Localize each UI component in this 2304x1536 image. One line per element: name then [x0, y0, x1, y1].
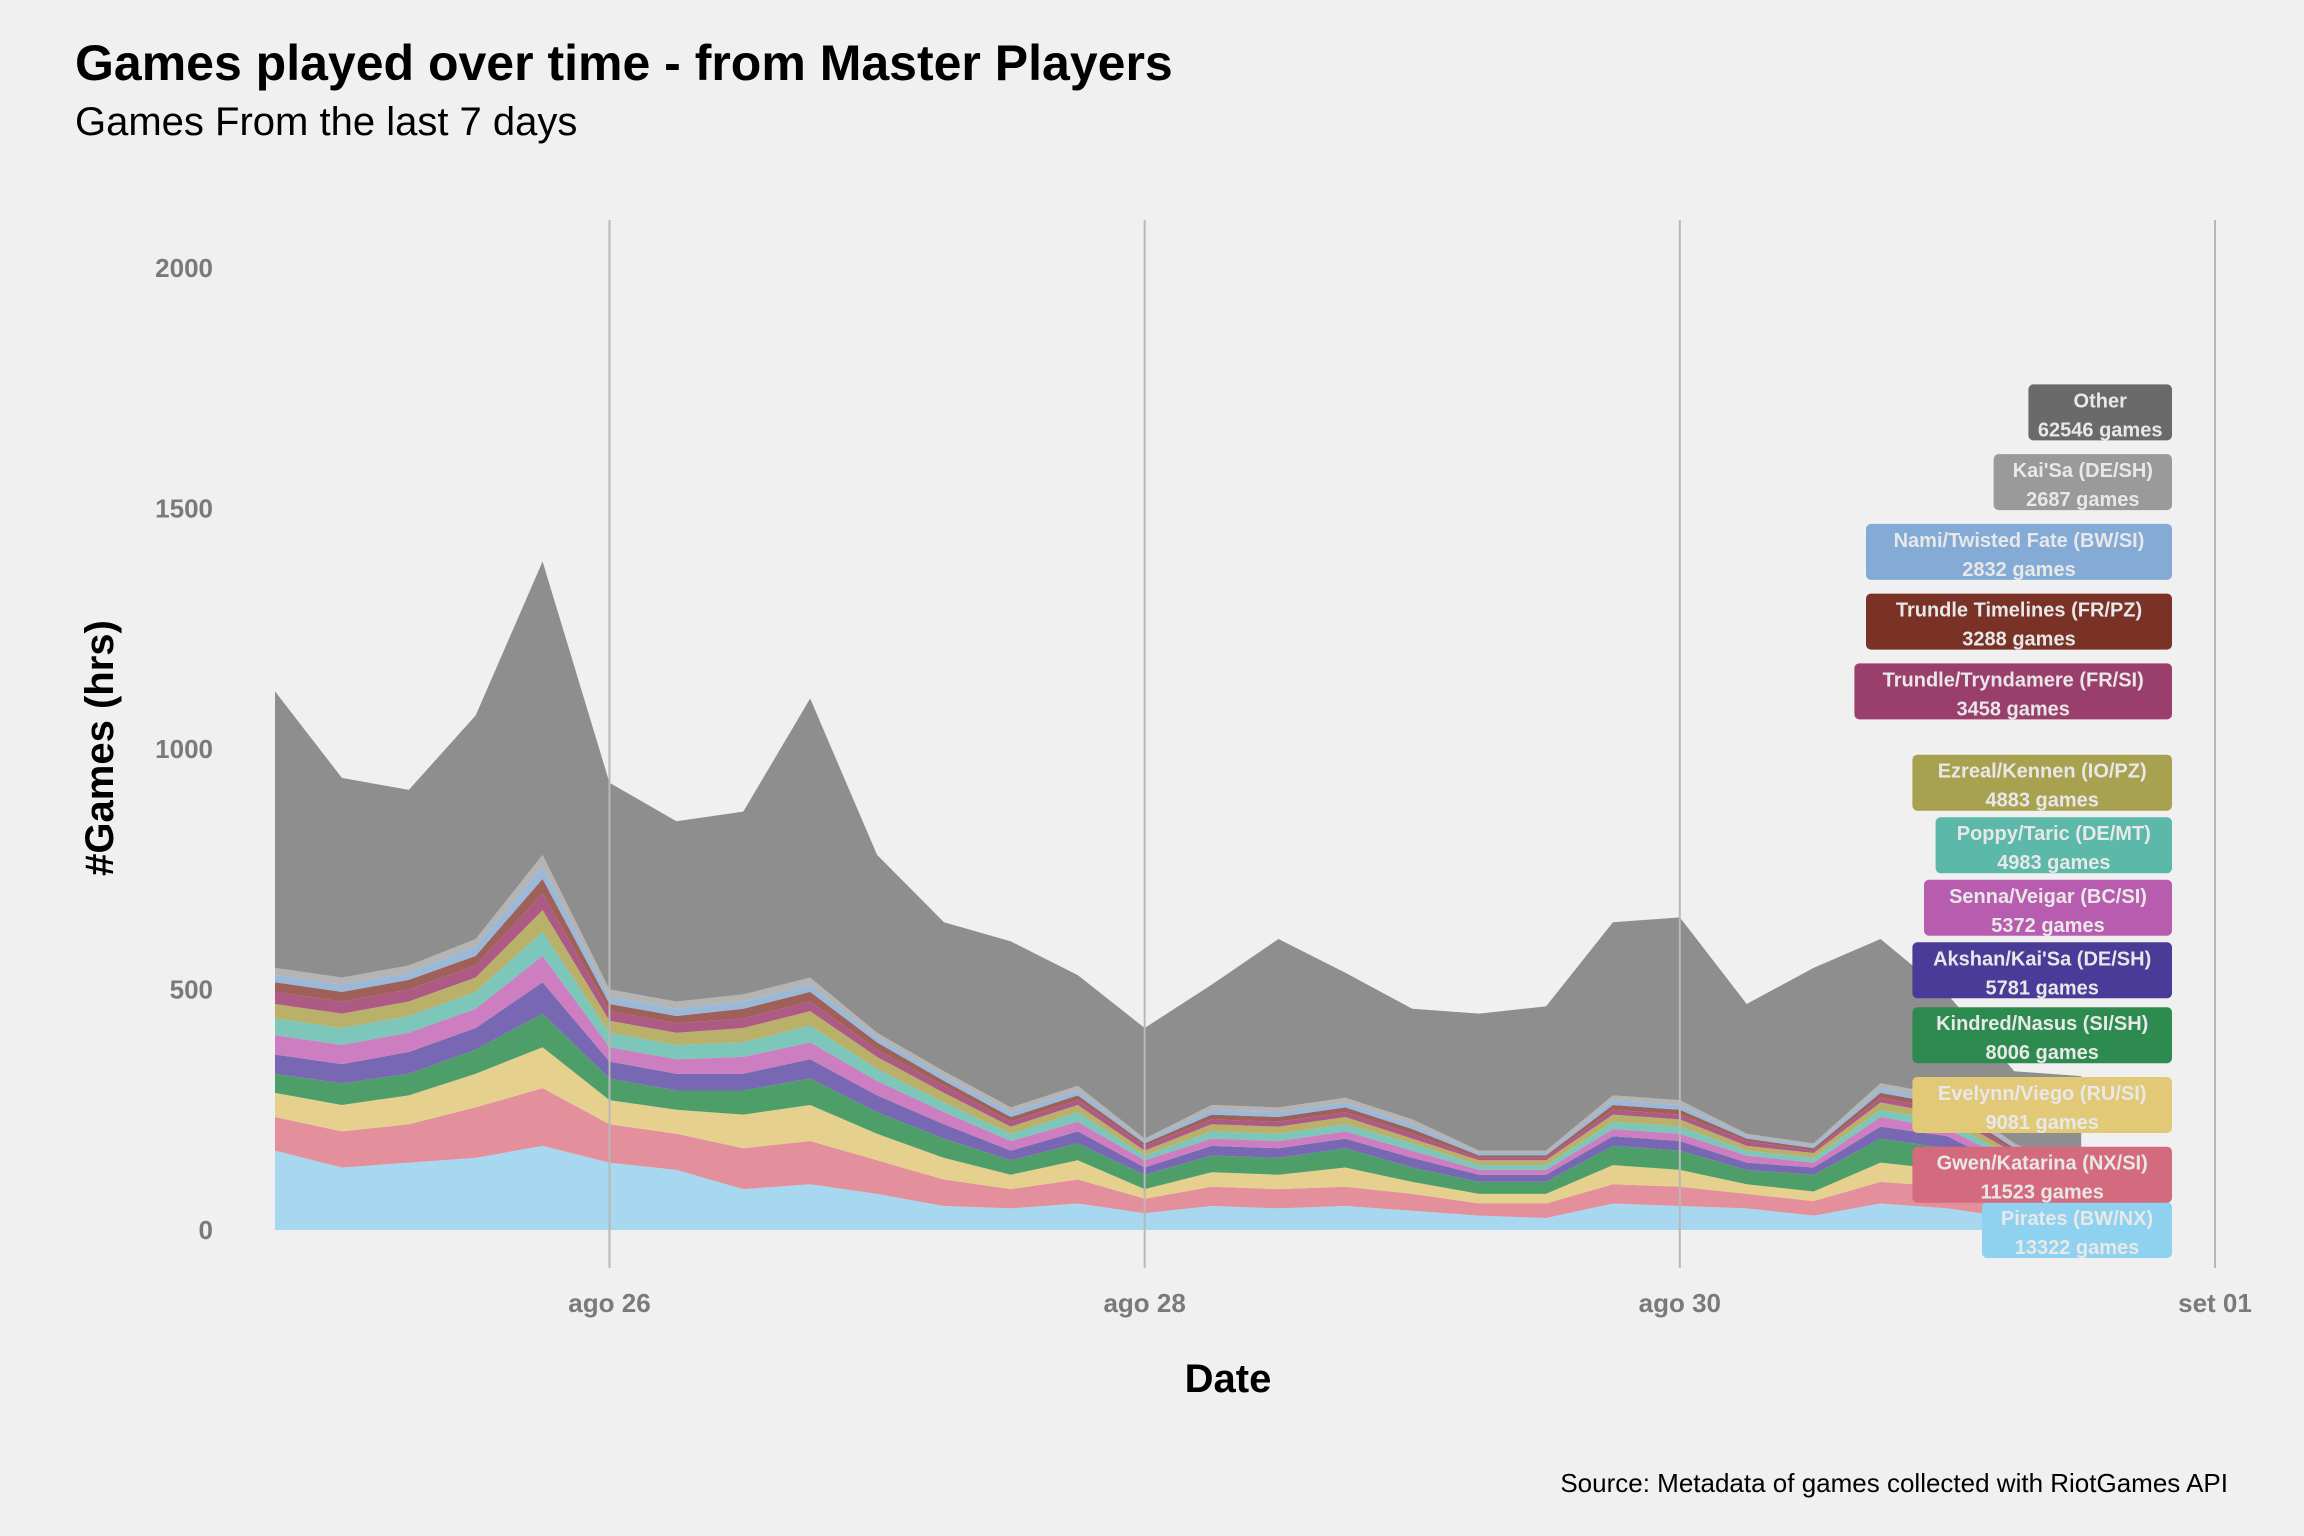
series-label-games: 5372 games — [1991, 915, 2104, 937]
series-label-name: Trundle/Tryndamere (FR/SI) — [1883, 669, 2144, 691]
series-label-name: Pirates (BW/NX) — [2001, 1208, 2153, 1230]
series-label-name: Nami/Twisted Fate (BW/SI) — [1894, 530, 2145, 552]
series-label-games: 5781 games — [1985, 977, 2098, 999]
series-label-6: Poppy/Taric (DE/MT) 4983 games — [1935, 817, 2172, 874]
area-series-6 — [275, 931, 2082, 1192]
series-label-name: Other — [2074, 390, 2128, 412]
series-label-box — [1912, 754, 2172, 811]
area-series-2 — [275, 1047, 2082, 1221]
x-axis-title: Date — [1185, 1357, 1272, 1401]
series-label-games: 4983 games — [1997, 852, 2110, 874]
series-label-games: 62546 games — [2038, 419, 2163, 441]
y-tick-label-4: 2000 — [155, 253, 213, 283]
series-labels: Pirates (BW/NX) 13322 games Gwen/Katarina … — [1854, 384, 2172, 1259]
series-label-name: Evelynn/Viego (RU/SI) — [1938, 1083, 2147, 1105]
series-label-5: Senna/Veigar (BC/SI) 5372 games — [1924, 879, 2172, 937]
series-label-box — [1924, 879, 2172, 936]
series-label-box — [1935, 817, 2172, 874]
series-label-7: Ezreal/Kennen (IO/PZ) 4883 games — [1912, 754, 2172, 812]
series-label-4: Akshan/Kai'Sa (DE/SH) 5781 games — [1912, 942, 2172, 999]
series-label-box — [1982, 1202, 2172, 1258]
series-label-box — [1912, 942, 2172, 999]
series-label-games: 13322 games — [2015, 1237, 2140, 1259]
series-label-11: Kai'Sa (DE/SH) 2687 games — [1993, 454, 2172, 511]
series-label-name: Trundle Timelines (FR/PZ) — [1896, 600, 2142, 622]
series-label-games: 2687 games — [2026, 489, 2139, 511]
area-series-5 — [275, 955, 2082, 1197]
y-axis-title: #Games (hrs) — [78, 620, 122, 876]
chart-title: Games played over time - from Master Pla… — [75, 35, 1173, 91]
series-label-games: 2832 games — [1962, 559, 2075, 581]
series-label-games: 9081 games — [1985, 1112, 2098, 1134]
series-label-name: Kindred/Nasus (SI/SH) — [1936, 1013, 2148, 1035]
series-label-name: Gwen/Katarina (NX/SI) — [1937, 1153, 2148, 1175]
y-axis: 0 500 1000 1500 2000 — [155, 253, 213, 1245]
y-tick-label-1: 500 — [170, 975, 213, 1005]
area-series-7 — [275, 910, 2082, 1187]
series-label-games: 3288 games — [1962, 629, 2075, 651]
series-label-name: Poppy/Taric (DE/MT) — [1957, 823, 2151, 845]
series-label-9: Trundle Timelines (FR/PZ) 3288 games — [1866, 593, 2172, 651]
x-tick-label-2: ago 30 — [1639, 1288, 1721, 1318]
series-label-box — [1854, 663, 2172, 720]
area-series-12 — [275, 561, 2082, 1173]
series-label-2: Evelynn/Viego (RU/SI) 9081 games — [1912, 1076, 2172, 1134]
series-label-box — [1866, 523, 2172, 580]
series-label-name: Ezreal/Kennen (IO/PZ) — [1938, 761, 2147, 783]
series-label-box — [2028, 384, 2172, 441]
area-layers — [275, 561, 2082, 1230]
series-label-0: Pirates (BW/NX) 13322 games — [1982, 1202, 2172, 1259]
x-axis: ago 26 ago 28 ago 30 set 01 — [568, 1288, 2252, 1318]
chart-subtitle: Games From the last 7 days — [75, 100, 578, 144]
series-label-box — [1912, 1076, 2172, 1133]
series-label-games: 11523 games — [1980, 1182, 2103, 1204]
area-series-3 — [275, 1013, 2082, 1211]
series-label-games: 8006 games — [1985, 1042, 2098, 1064]
x-gridlines — [608, 220, 2216, 1268]
series-label-8: Trundle/Tryndamere (FR/SI) 3458 games — [1854, 663, 2172, 720]
y-tick-label-3: 1500 — [155, 494, 213, 524]
series-label-name: Akshan/Kai'Sa (DE/SH) — [1933, 948, 2151, 970]
area-series-4 — [275, 982, 2082, 1202]
series-label-box — [1912, 1146, 2172, 1203]
series-label-3: Kindred/Nasus (SI/SH) 8006 games — [1912, 1007, 2172, 1064]
area-series-0 — [275, 1145, 2082, 1230]
y-tick-label-0: 0 — [199, 1215, 213, 1245]
series-label-12: Other 62546 games — [2028, 384, 2172, 441]
series-label-10: Nami/Twisted Fate (BW/SI) 2832 games — [1866, 523, 2172, 581]
x-tick-label-3: set 01 — [2178, 1288, 2252, 1318]
series-label-1: Gwen/Katarina (NX/SI) 11523 games — [1912, 1146, 2172, 1204]
x-tick-label-1: ago 28 — [1103, 1288, 1185, 1318]
y-tick-label-2: 1000 — [155, 734, 213, 764]
series-label-box — [1912, 1007, 2172, 1064]
series-label-games: 3458 games — [1956, 698, 2069, 720]
series-label-games: 4883 games — [1985, 790, 2098, 812]
series-label-name: Kai'Sa (DE/SH) — [2013, 460, 2153, 482]
series-label-box — [1866, 593, 2172, 650]
x-tick-label-0: ago 26 — [568, 1288, 650, 1318]
series-label-box — [1993, 454, 2172, 511]
chart-caption: Source: Metadata of games collected with… — [1560, 1468, 2228, 1498]
series-label-name: Senna/Veigar (BC/SI) — [1949, 886, 2147, 908]
area-series-1 — [275, 1088, 2082, 1228]
